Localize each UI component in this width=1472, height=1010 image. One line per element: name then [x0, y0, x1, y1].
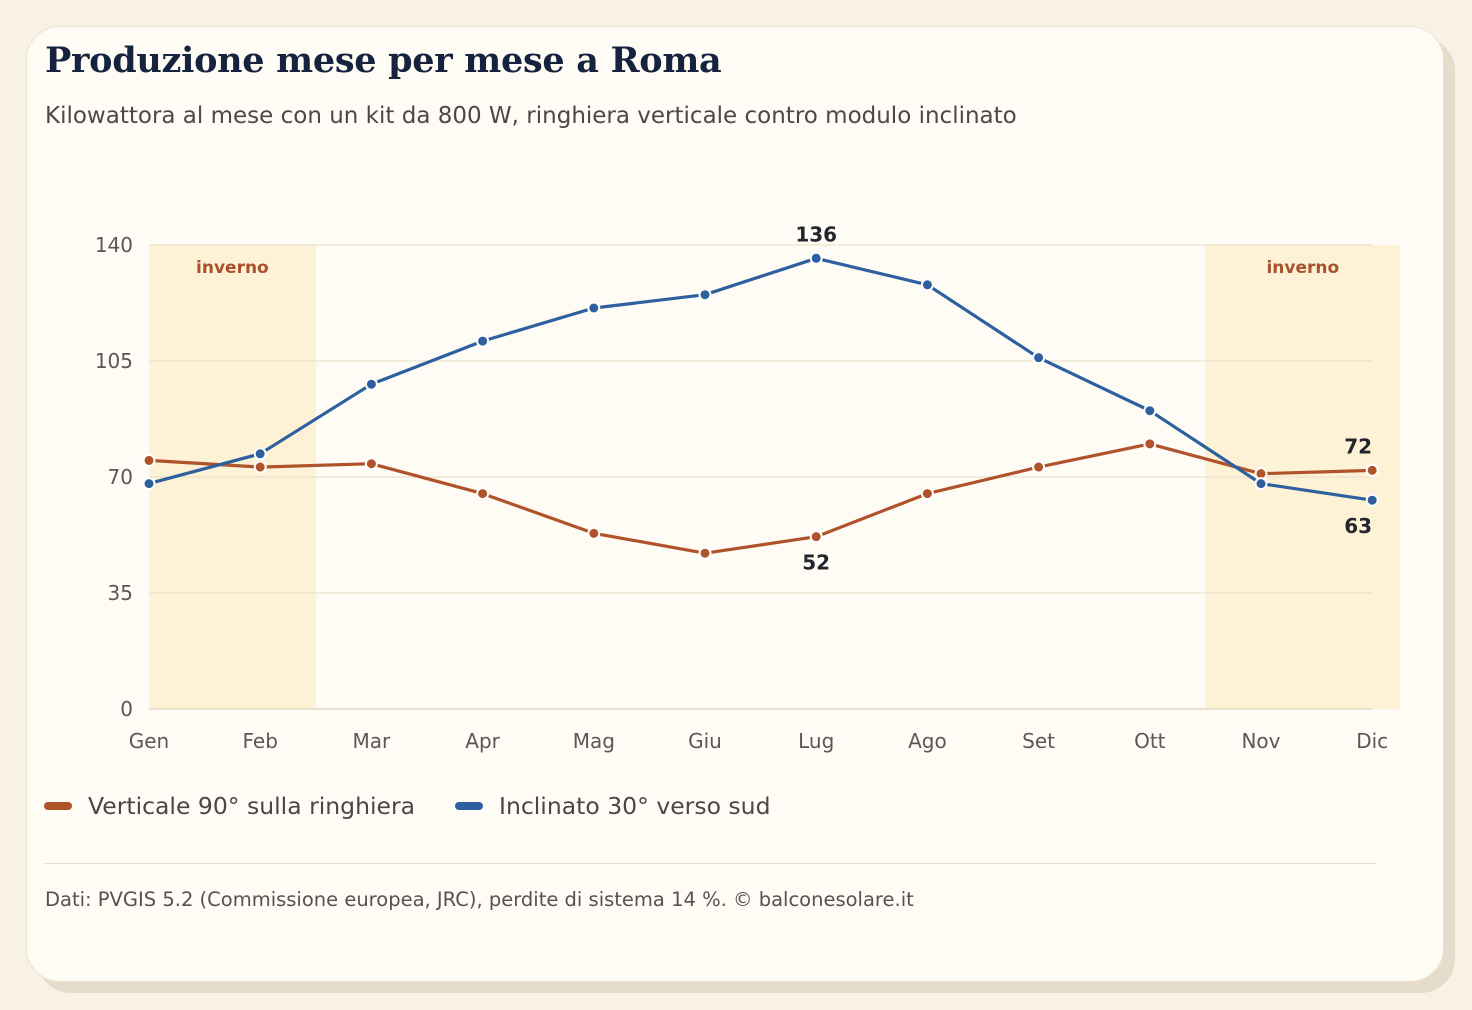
data-label-2: 52: [802, 551, 830, 575]
data-label-4: 63: [1344, 514, 1372, 538]
legend-item-verticale: Verticale 90° sulla ringhiera: [44, 792, 415, 820]
series-2-point-nov: [1254, 477, 1268, 491]
series-1-point-mag: [587, 526, 601, 540]
series-1-point-gen: [142, 453, 156, 467]
x-tick-label-apr: Apr: [465, 729, 500, 753]
series-line-1: [147, 442, 1374, 555]
chart-title: Produzione mese per mese a Roma: [45, 40, 722, 81]
series-2-point-dic: [1365, 493, 1379, 507]
x-tick-label-dic: Dic: [1356, 729, 1388, 753]
series-1-point-lug: [809, 530, 823, 544]
series-2-point-ago: [920, 278, 934, 292]
series-1-point-ott: [1143, 437, 1157, 451]
y-tick-label-105: 105: [95, 349, 133, 373]
chart-subtitle: Kilowattora al mese con un kit da 800 W,…: [45, 103, 1017, 129]
legend-label-verticale: Verticale 90° sulla ringhiera: [88, 792, 416, 820]
series-1-point-feb: [253, 460, 267, 474]
series-1-point-giu: [698, 546, 712, 560]
series-1-point-mar: [364, 457, 378, 471]
series-2-point-apr: [476, 334, 490, 348]
x-tick-label-giu: Giu: [688, 729, 722, 753]
x-tick-label-nov: Nov: [1241, 729, 1280, 753]
series-1-point-ago: [920, 487, 934, 501]
series-2-point-ott: [1143, 404, 1157, 418]
legend-swatch-inclinato: [455, 802, 484, 810]
series-2-point-giu: [698, 288, 712, 302]
x-tick-label-feb: Feb: [242, 729, 277, 753]
legend-label-inclinato: Inclinato 30° verso sud: [499, 792, 771, 820]
x-tick-label-gen: Gen: [129, 729, 169, 753]
y-tick-label-140: 140: [95, 233, 133, 257]
x-tick-label-lug: Lug: [798, 729, 834, 753]
x-tick-label-mar: Mar: [353, 729, 392, 753]
series-2-point-mag: [587, 301, 601, 315]
series-2-point-mar: [364, 377, 378, 391]
chart-legend: Verticale 90° sulla ringhiera Inclinato …: [44, 792, 811, 820]
series-1-point-set: [1032, 460, 1046, 474]
series-2-point-feb: [253, 447, 267, 461]
x-tick-label-mag: Mag: [573, 729, 615, 753]
series-1-point-apr: [476, 487, 490, 501]
y-tick-label-35: 35: [108, 581, 133, 605]
x-tick-label-ott: Ott: [1134, 729, 1166, 753]
data-label-1: 136: [795, 222, 837, 246]
footer-divider: [44, 863, 1376, 864]
data-label-3: 72: [1344, 434, 1372, 458]
series-2-point-lug: [809, 251, 823, 265]
y-tick-label-0: 0: [120, 697, 133, 721]
winter-band-label-1: inverno: [196, 258, 269, 278]
series-1-point-dic: [1365, 463, 1379, 477]
y-tick-label-70: 70: [108, 465, 133, 489]
winter-band-label-2: inverno: [1266, 258, 1339, 278]
legend-item-inclinato: Inclinato 30° verso sud: [455, 792, 771, 820]
x-tick-label-ago: Ago: [908, 729, 947, 753]
series-2-point-set: [1032, 351, 1046, 365]
source-footer: Dati: PVGIS 5.2 (Commissione europea, JR…: [45, 888, 914, 911]
series-line-2: [147, 256, 1374, 502]
x-tick-label-set: Set: [1022, 729, 1055, 753]
legend-swatch-verticale: [44, 802, 72, 810]
series-2-point-gen: [142, 477, 156, 491]
